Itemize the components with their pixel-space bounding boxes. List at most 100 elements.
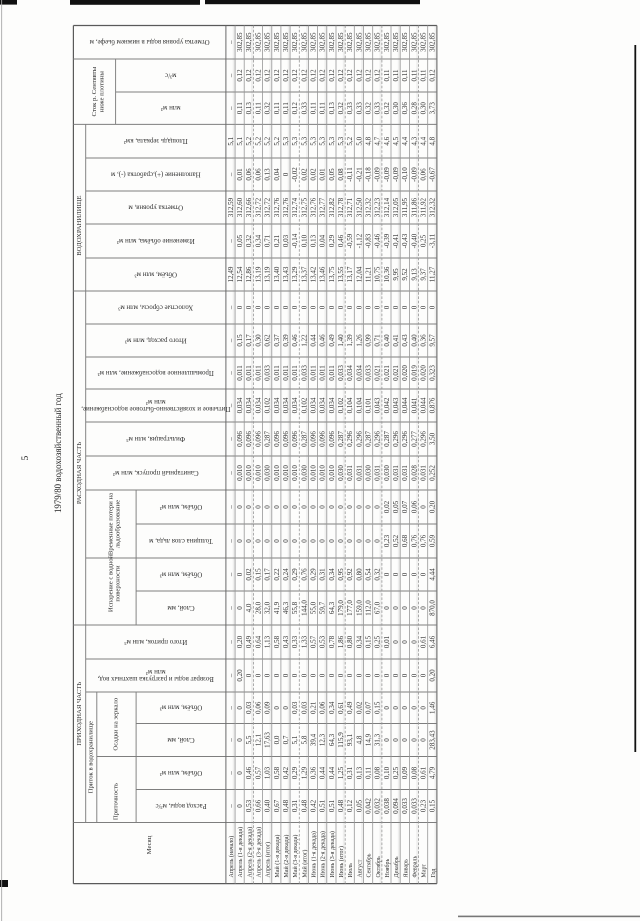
- svg-text:0,01: 0,01: [319, 168, 327, 181]
- svg-text:0: 0: [410, 706, 418, 710]
- svg-text:0,58: 0,58: [273, 635, 281, 648]
- svg-text:4,79: 4,79: [429, 766, 437, 779]
- svg-text:0,043: 0,043: [374, 397, 382, 413]
- svg-text:0,020: 0,020: [401, 365, 409, 381]
- svg-text:Возврат воды и разгрузка шахтн: Возврат воды и разгрузка шахтных вод,: [97, 675, 213, 682]
- svg-text:0: 0: [264, 539, 272, 543]
- svg-text:0: 0: [245, 505, 253, 509]
- svg-text:0,30: 0,30: [420, 102, 428, 115]
- svg-text:–: –: [227, 471, 235, 476]
- svg-text:0,61: 0,61: [337, 701, 345, 714]
- svg-text:Год: Год: [431, 869, 437, 878]
- svg-text:159,0: 159,0: [355, 600, 363, 616]
- svg-text:Апрель (начало): Апрель (начало): [228, 836, 235, 878]
- svg-text:Осадки на зеркало: Осадки на зеркало: [113, 697, 120, 750]
- svg-text:0,34: 0,34: [328, 701, 336, 714]
- svg-text:0,68: 0,68: [401, 534, 409, 547]
- svg-text:Объём, млн м³: Объём, млн м³: [160, 570, 202, 577]
- svg-text:302,85: 302,85: [410, 32, 418, 52]
- svg-text:0: 0: [291, 673, 299, 677]
- svg-text:0,49: 0,49: [346, 701, 354, 714]
- svg-text:0,030: 0,030: [383, 465, 391, 481]
- svg-text:0: 0: [236, 771, 244, 775]
- svg-text:0: 0: [420, 606, 428, 610]
- svg-text:0,104: 0,104: [346, 397, 354, 413]
- svg-text:4,4: 4,4: [401, 136, 409, 145]
- svg-text:13,19: 13,19: [264, 266, 272, 282]
- svg-text:12,3: 12,3: [319, 733, 327, 746]
- svg-text:–: –: [227, 239, 235, 244]
- svg-text:0: 0: [420, 738, 428, 742]
- svg-text:12,54: 12,54: [236, 266, 244, 282]
- svg-text:–: –: [227, 771, 235, 776]
- svg-text:302,85: 302,85: [273, 32, 281, 52]
- svg-text:0,31: 0,31: [291, 799, 299, 812]
- svg-text:м³/с: м³/с: [165, 71, 176, 78]
- svg-text:0,021: 0,021: [383, 365, 391, 381]
- svg-text:4,44: 4,44: [429, 568, 437, 581]
- svg-text:0,51: 0,51: [319, 799, 327, 812]
- svg-text:0,33: 0,33: [355, 102, 363, 115]
- svg-text:302,85: 302,85: [383, 32, 391, 52]
- svg-text:0,12: 0,12: [310, 69, 318, 82]
- svg-text:0,028: 0,028: [410, 465, 418, 481]
- svg-text:0,044: 0,044: [401, 397, 409, 413]
- svg-text:0,096: 0,096: [319, 431, 327, 447]
- svg-text:0,07: 0,07: [365, 701, 373, 714]
- svg-text:0: 0: [236, 572, 244, 576]
- svg-text:11,21: 11,21: [365, 266, 373, 282]
- svg-text:ПРИХОДНАЯ ЧАСТЬ: ПРИХОДНАЯ ЧАСТЬ: [76, 682, 83, 746]
- svg-text:312,23: 312,23: [374, 197, 382, 217]
- svg-text:0,34: 0,34: [355, 635, 363, 648]
- svg-text:0,42: 0,42: [310, 799, 318, 812]
- svg-text:0,030: 0,030: [337, 465, 345, 481]
- svg-text:0: 0: [392, 738, 400, 742]
- svg-text:0,57: 0,57: [310, 635, 318, 648]
- svg-text:0,49: 0,49: [245, 635, 253, 648]
- svg-text:0,05: 0,05: [236, 234, 244, 247]
- svg-text:0,01: 0,01: [383, 635, 391, 648]
- svg-text:млн м³: млн м³: [146, 398, 166, 405]
- svg-text:0,042: 0,042: [365, 798, 373, 814]
- svg-text:312,82: 312,82: [328, 197, 336, 217]
- svg-text:0,031: 0,031: [346, 465, 354, 481]
- svg-text:302,85: 302,85: [355, 32, 363, 52]
- svg-text:0,011: 0,011: [310, 365, 318, 381]
- svg-text:0: 0: [429, 305, 437, 309]
- svg-text:0: 0: [401, 640, 409, 644]
- svg-text:302,85: 302,85: [401, 32, 409, 52]
- svg-text:4,5: 4,5: [392, 136, 400, 145]
- svg-text:0: 0: [346, 505, 354, 509]
- svg-text:–: –: [227, 572, 235, 577]
- svg-text:0,13: 0,13: [355, 766, 363, 779]
- svg-text:0,12: 0,12: [337, 69, 345, 82]
- svg-text:0,76: 0,76: [420, 534, 428, 547]
- svg-text:0: 0: [346, 305, 354, 309]
- svg-text:0,08: 0,08: [374, 766, 382, 779]
- svg-text:–: –: [227, 738, 235, 743]
- svg-text:0: 0: [254, 505, 262, 509]
- svg-text:0,11: 0,11: [392, 69, 400, 82]
- svg-text:0,15: 0,15: [429, 799, 437, 812]
- svg-text:–: –: [227, 338, 235, 343]
- svg-text:5,5: 5,5: [245, 735, 253, 744]
- svg-text:0,59: 0,59: [429, 534, 437, 547]
- svg-text:млн м³: млн м³: [146, 668, 166, 675]
- svg-text:0,06: 0,06: [254, 168, 262, 181]
- svg-text:0,10: 0,10: [383, 766, 391, 779]
- svg-text:0,034: 0,034: [273, 397, 281, 413]
- svg-text:0,011: 0,011: [291, 365, 299, 381]
- svg-text:0,12: 0,12: [282, 69, 290, 82]
- svg-text:5,2: 5,2: [346, 136, 354, 145]
- svg-text:0,71: 0,71: [374, 334, 382, 347]
- svg-text:0: 0: [264, 305, 272, 309]
- svg-text:0,29: 0,29: [328, 234, 336, 247]
- svg-text:0,13: 0,13: [310, 234, 318, 247]
- svg-text:0,096: 0,096: [291, 431, 299, 447]
- svg-text:5,3: 5,3: [319, 136, 327, 145]
- svg-text:-0,43: -0,43: [401, 233, 409, 248]
- svg-text:0: 0: [310, 673, 318, 677]
- svg-text:283,43: 283,43: [429, 730, 437, 750]
- svg-text:67,0: 67,0: [374, 601, 382, 614]
- svg-text:0,33: 0,33: [291, 635, 299, 648]
